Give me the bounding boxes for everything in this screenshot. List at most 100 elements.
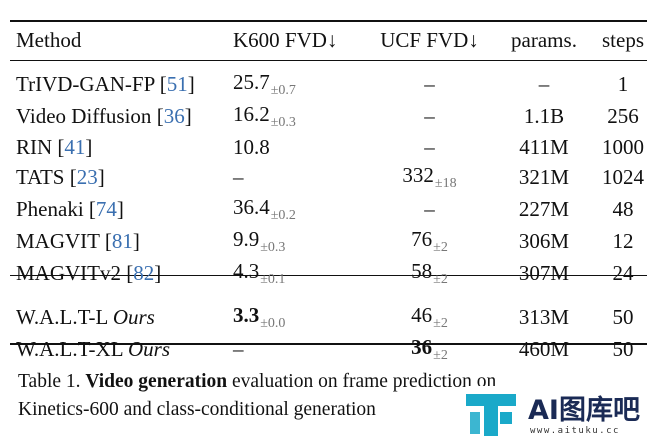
params-cell: 313M <box>518 305 570 329</box>
k600-cell: 10.8 <box>233 132 364 161</box>
k600-std: ±0.2 <box>270 208 296 223</box>
k600-std: ±0.3 <box>260 240 286 255</box>
table-row: MAGVITv2 [82] 4.3±0.1 58±2 307M 24 <box>16 257 653 289</box>
k600-cell: – <box>233 161 364 193</box>
ucf-std: ±2 <box>433 272 448 287</box>
steps-cell: 1 <box>617 72 629 96</box>
params-cell: 460M <box>518 337 570 361</box>
table-row: TrIVD-GAN-FP [51] 25.7±0.7 – – 1 <box>16 68 653 100</box>
ucf-cell: 36±2 <box>364 333 495 365</box>
header-params: params. <box>511 28 577 52</box>
watermark-title: AI图库吧 <box>528 395 640 426</box>
bottom-rule <box>10 343 647 345</box>
steps-cell: 256 <box>607 104 639 128</box>
table-header-row: Method K600 FVD↓ UCF FVD↓ params. steps <box>16 22 653 58</box>
citation-ref: 82 <box>133 261 155 285</box>
method-name: W.A.L.T-L <box>16 305 108 329</box>
table-row: W.A.L.T-XL Ours –36±2 460M 50 <box>16 333 653 365</box>
caption-line1: evaluation on frame prediction on <box>227 371 497 392</box>
k600-cell: 4.3±0.1 <box>233 257 364 289</box>
ucf-cell: – <box>364 193 495 225</box>
k600-std: ±0.7 <box>270 83 296 98</box>
params-cell: 227M <box>518 197 570 221</box>
steps-cell: 48 <box>612 197 634 221</box>
method-cell: Video Diffusion [36] <box>16 104 192 128</box>
method-cell: W.A.L.T-XL Ours <box>16 333 233 365</box>
steps-cell: 24 <box>612 261 634 285</box>
params-cell: 321M <box>518 165 570 189</box>
k600-cell: 9.9±0.3 <box>233 225 364 257</box>
method-cell: MAGVIT [81] <box>16 229 140 253</box>
k600-cell: 36.4±0.2 <box>233 193 364 225</box>
table-row: MAGVIT [81] 9.9±0.3 76±2 306M 12 <box>16 225 653 257</box>
ucf-cell: 58±2 <box>364 257 495 289</box>
steps-cell: 12 <box>612 229 634 253</box>
method-cell: Phenaki [74] <box>16 197 124 221</box>
k600-std: ±0.1 <box>260 272 286 287</box>
k600-value: – <box>233 165 244 189</box>
citation-ref: 51 <box>166 72 188 96</box>
ucf-value: 36 <box>411 335 433 359</box>
citation-ref: 74 <box>95 197 117 221</box>
caption-line2: Kinetics-600 and class-conditional gener… <box>18 399 376 420</box>
watermark-logo-icon <box>462 386 520 442</box>
k600-cell: – <box>233 333 364 365</box>
steps-cell: 50 <box>612 337 634 361</box>
method-name: W.A.L.T-XL <box>16 337 123 361</box>
k600-value: 36.4 <box>233 195 270 219</box>
params-cell: – <box>538 72 550 96</box>
k600-value: 3.3 <box>233 303 260 327</box>
watermark: AI图库吧 www.aituku.cc <box>462 386 650 442</box>
caption-bold: Video generation <box>85 371 228 392</box>
method-name: MAGVITv2 <box>16 261 121 285</box>
method-name: RIN <box>16 134 53 159</box>
params-cell: 1.1B <box>523 104 565 128</box>
method-cell: RIN [41] <box>16 134 93 159</box>
header-steps: steps <box>602 28 644 52</box>
ucf-value: 76 <box>411 227 433 251</box>
ucf-value: 332 <box>402 163 434 187</box>
top-rule <box>10 20 647 22</box>
ours-tag: Ours <box>128 337 171 361</box>
method-name: MAGVIT <box>16 229 100 253</box>
method-name: Phenaki <box>16 197 84 221</box>
method-name: Video Diffusion <box>16 104 152 128</box>
ucf-cell: 332±18 <box>364 161 495 193</box>
ucf-cell: 76±2 <box>364 225 495 257</box>
method-cell: W.A.L.T-L Ours <box>16 301 233 333</box>
header-method: Method <box>16 28 82 52</box>
ucf-cell: – <box>364 132 495 161</box>
ucf-value: – <box>424 134 435 159</box>
method-name: TrIVD-GAN-FP <box>16 72 155 96</box>
table-row: Phenaki [74] 36.4±0.2 – 227M 48 <box>16 193 653 225</box>
header-ucf: UCF FVD↓ <box>380 28 479 52</box>
citation-ref: 41 <box>64 134 86 159</box>
ucf-value: – <box>424 104 435 128</box>
ucf-value: – <box>424 72 435 96</box>
citation-ref: 36 <box>163 104 185 128</box>
ucf-value: – <box>424 197 435 221</box>
ucf-value: 46 <box>411 303 433 327</box>
table-row: W.A.L.T-L Ours 3.3±0.0 46±2 313M 50 <box>16 301 653 333</box>
steps-cell: 50 <box>612 305 634 329</box>
table-row: Video Diffusion [36] 16.2±0.3 – 1.1B 256 <box>16 100 653 132</box>
params-cell: 411M <box>519 134 569 159</box>
results-table: Method K600 FVD↓ UCF FVD↓ params. steps … <box>16 22 653 365</box>
watermark-url: www.aituku.cc <box>530 426 620 436</box>
method-cell: TATS [23] <box>16 165 105 189</box>
k600-value: 16.2 <box>233 102 270 126</box>
ucf-cell: – <box>364 68 495 100</box>
k600-value: 9.9 <box>233 227 260 251</box>
k600-std: ±0.3 <box>270 115 296 130</box>
k600-value: 10.8 <box>233 134 270 159</box>
ucf-std: ±2 <box>433 348 448 363</box>
ucf-cell: 46±2 <box>364 301 495 333</box>
table-row: TATS [23] – 332±18 321M 1024 <box>16 161 653 193</box>
ucf-value: 58 <box>411 259 433 283</box>
group-rule <box>10 275 647 276</box>
ucf-cell: – <box>364 100 495 132</box>
k600-value: 25.7 <box>233 70 270 94</box>
table-row: RIN [41] 10.8 – 411M 1000 <box>16 132 653 161</box>
header-rule <box>10 60 647 61</box>
ours-tag: Ours <box>112 305 155 329</box>
